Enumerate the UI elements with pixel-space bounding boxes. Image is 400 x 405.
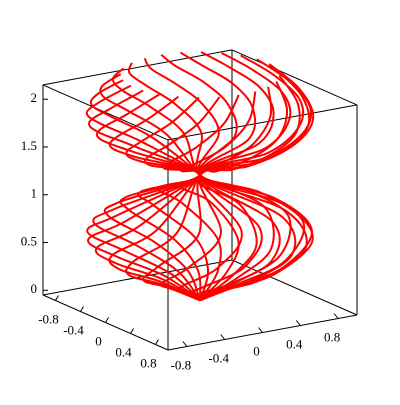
surface-curve xyxy=(191,54,305,301)
z-tick-label: 0.5 xyxy=(21,233,37,248)
x-tick xyxy=(55,295,59,301)
y-tick-label: 0.8 xyxy=(324,329,340,344)
surface-curve xyxy=(94,86,273,302)
y-tick-label: -0.4 xyxy=(208,350,229,365)
box-edge xyxy=(42,49,233,86)
box-edge xyxy=(231,259,358,316)
y-tick-label: 0.4 xyxy=(286,336,303,351)
y-tick xyxy=(258,327,263,333)
x-tick-label: -0.4 xyxy=(63,322,84,337)
z-tick-label: 0 xyxy=(31,281,38,296)
x-tick xyxy=(155,339,159,345)
box-edge xyxy=(231,49,358,106)
y-tick xyxy=(220,334,226,340)
y-tick xyxy=(295,320,301,326)
y-tick-label: -0.8 xyxy=(171,357,192,372)
z-tick-label: 2 xyxy=(31,90,38,105)
x-tick xyxy=(105,317,109,323)
y-tick xyxy=(333,313,339,319)
surface-curve xyxy=(143,57,313,302)
z-tick-label: 1 xyxy=(31,186,38,201)
x-tick xyxy=(80,306,84,312)
x-tick-label: 0 xyxy=(95,333,102,348)
x-tick-label: 0.8 xyxy=(140,355,156,370)
box-edge xyxy=(167,104,358,141)
y-tick-label: 0 xyxy=(253,343,260,358)
x-tick-label: 0.4 xyxy=(115,344,132,359)
x-tick-label: -0.8 xyxy=(38,311,59,326)
surface-curve xyxy=(179,51,308,302)
z-tick-label: 1.5 xyxy=(21,138,37,153)
y-tick xyxy=(182,341,188,347)
x-tick xyxy=(130,328,134,334)
